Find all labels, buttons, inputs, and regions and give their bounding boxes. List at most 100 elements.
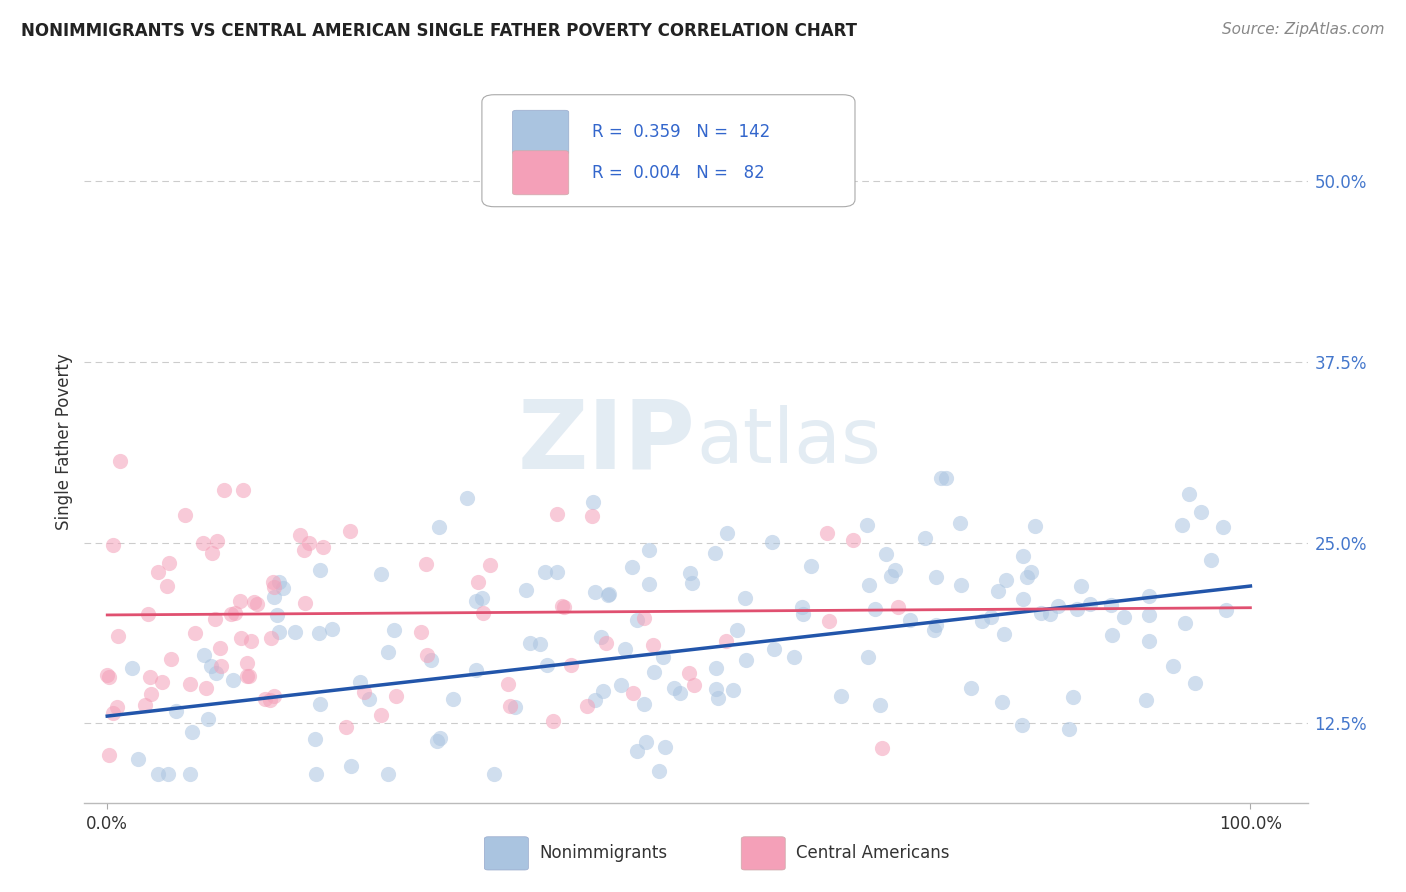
Point xyxy=(416,648,439,662)
Point xyxy=(734,591,756,605)
Point xyxy=(1137,608,1160,623)
Point xyxy=(1024,519,1046,533)
Point xyxy=(1078,597,1101,611)
Point xyxy=(633,611,655,625)
Point xyxy=(411,624,433,639)
Point xyxy=(1015,570,1038,584)
Point xyxy=(1189,505,1212,519)
Point xyxy=(704,546,727,560)
Point xyxy=(1011,549,1033,563)
Point xyxy=(735,653,758,667)
Point xyxy=(678,666,700,681)
Point xyxy=(263,580,285,594)
Point xyxy=(706,691,728,706)
Point xyxy=(991,695,1014,709)
Text: atlas: atlas xyxy=(696,405,880,478)
Point xyxy=(1062,690,1084,704)
Point xyxy=(262,575,284,590)
Text: NONIMMIGRANTS VS CENTRAL AMERICAN SINGLE FATHER POVERTY CORRELATION CHART: NONIMMIGRANTS VS CENTRAL AMERICAN SINGLE… xyxy=(21,22,858,40)
Point xyxy=(641,638,664,652)
Point xyxy=(621,686,644,700)
Point xyxy=(441,691,464,706)
Point xyxy=(598,587,620,601)
Point xyxy=(273,581,295,595)
Point xyxy=(304,732,326,747)
Point xyxy=(551,599,574,614)
Point xyxy=(783,649,806,664)
Point xyxy=(419,653,441,667)
Point xyxy=(830,690,852,704)
Point xyxy=(1215,603,1237,617)
Point xyxy=(1101,628,1123,642)
Point xyxy=(875,547,897,561)
Point xyxy=(1171,518,1194,533)
Point xyxy=(208,641,231,656)
Point xyxy=(536,657,558,672)
Point xyxy=(181,724,204,739)
Y-axis label: Single Father Poverty: Single Father Poverty xyxy=(55,353,73,530)
Point xyxy=(467,574,489,589)
Point xyxy=(321,622,343,636)
Point xyxy=(103,706,125,720)
Point xyxy=(121,661,143,675)
Point xyxy=(595,636,617,650)
Point xyxy=(1019,566,1042,580)
Point xyxy=(1184,676,1206,690)
Point xyxy=(792,600,814,615)
Point xyxy=(136,607,159,621)
Point xyxy=(267,575,290,590)
Point xyxy=(716,633,738,648)
Point xyxy=(995,574,1018,588)
Point xyxy=(235,669,257,683)
Point xyxy=(610,678,633,692)
Point xyxy=(583,585,606,599)
Point xyxy=(179,677,201,691)
Point xyxy=(471,606,494,620)
Point xyxy=(855,518,877,533)
Point xyxy=(193,535,215,549)
Point xyxy=(224,606,246,620)
Point xyxy=(863,602,886,616)
Point xyxy=(725,623,748,637)
Point xyxy=(800,559,823,574)
Point xyxy=(546,565,568,579)
Point xyxy=(127,752,149,766)
Point xyxy=(478,558,501,573)
Point xyxy=(1174,616,1197,631)
Point xyxy=(207,534,229,549)
Point xyxy=(377,767,399,781)
Point xyxy=(415,557,437,571)
Point xyxy=(972,614,994,628)
Point xyxy=(260,632,283,646)
Point xyxy=(950,578,973,592)
Text: Source: ZipAtlas.com: Source: ZipAtlas.com xyxy=(1222,22,1385,37)
FancyBboxPatch shape xyxy=(482,95,855,207)
Text: ZIP: ZIP xyxy=(517,395,696,488)
Point xyxy=(427,520,450,534)
Point xyxy=(426,734,449,748)
Point xyxy=(253,692,276,706)
Point xyxy=(1070,579,1092,593)
Point xyxy=(193,648,215,662)
Point xyxy=(1099,598,1122,612)
Point xyxy=(679,566,702,580)
Point xyxy=(935,471,957,485)
Point xyxy=(529,637,551,651)
Point xyxy=(817,614,839,628)
Point xyxy=(922,624,945,638)
Point xyxy=(312,541,335,555)
Point xyxy=(370,708,392,723)
Point xyxy=(269,625,291,640)
Point xyxy=(266,607,288,622)
Point xyxy=(792,607,814,621)
Point xyxy=(681,576,703,591)
Point xyxy=(201,547,224,561)
Point xyxy=(1135,692,1157,706)
Point xyxy=(858,578,880,592)
Point xyxy=(1114,610,1136,624)
Point xyxy=(706,661,728,675)
Point xyxy=(349,674,371,689)
Point xyxy=(222,673,245,687)
Point xyxy=(359,692,381,706)
Point xyxy=(194,681,217,695)
